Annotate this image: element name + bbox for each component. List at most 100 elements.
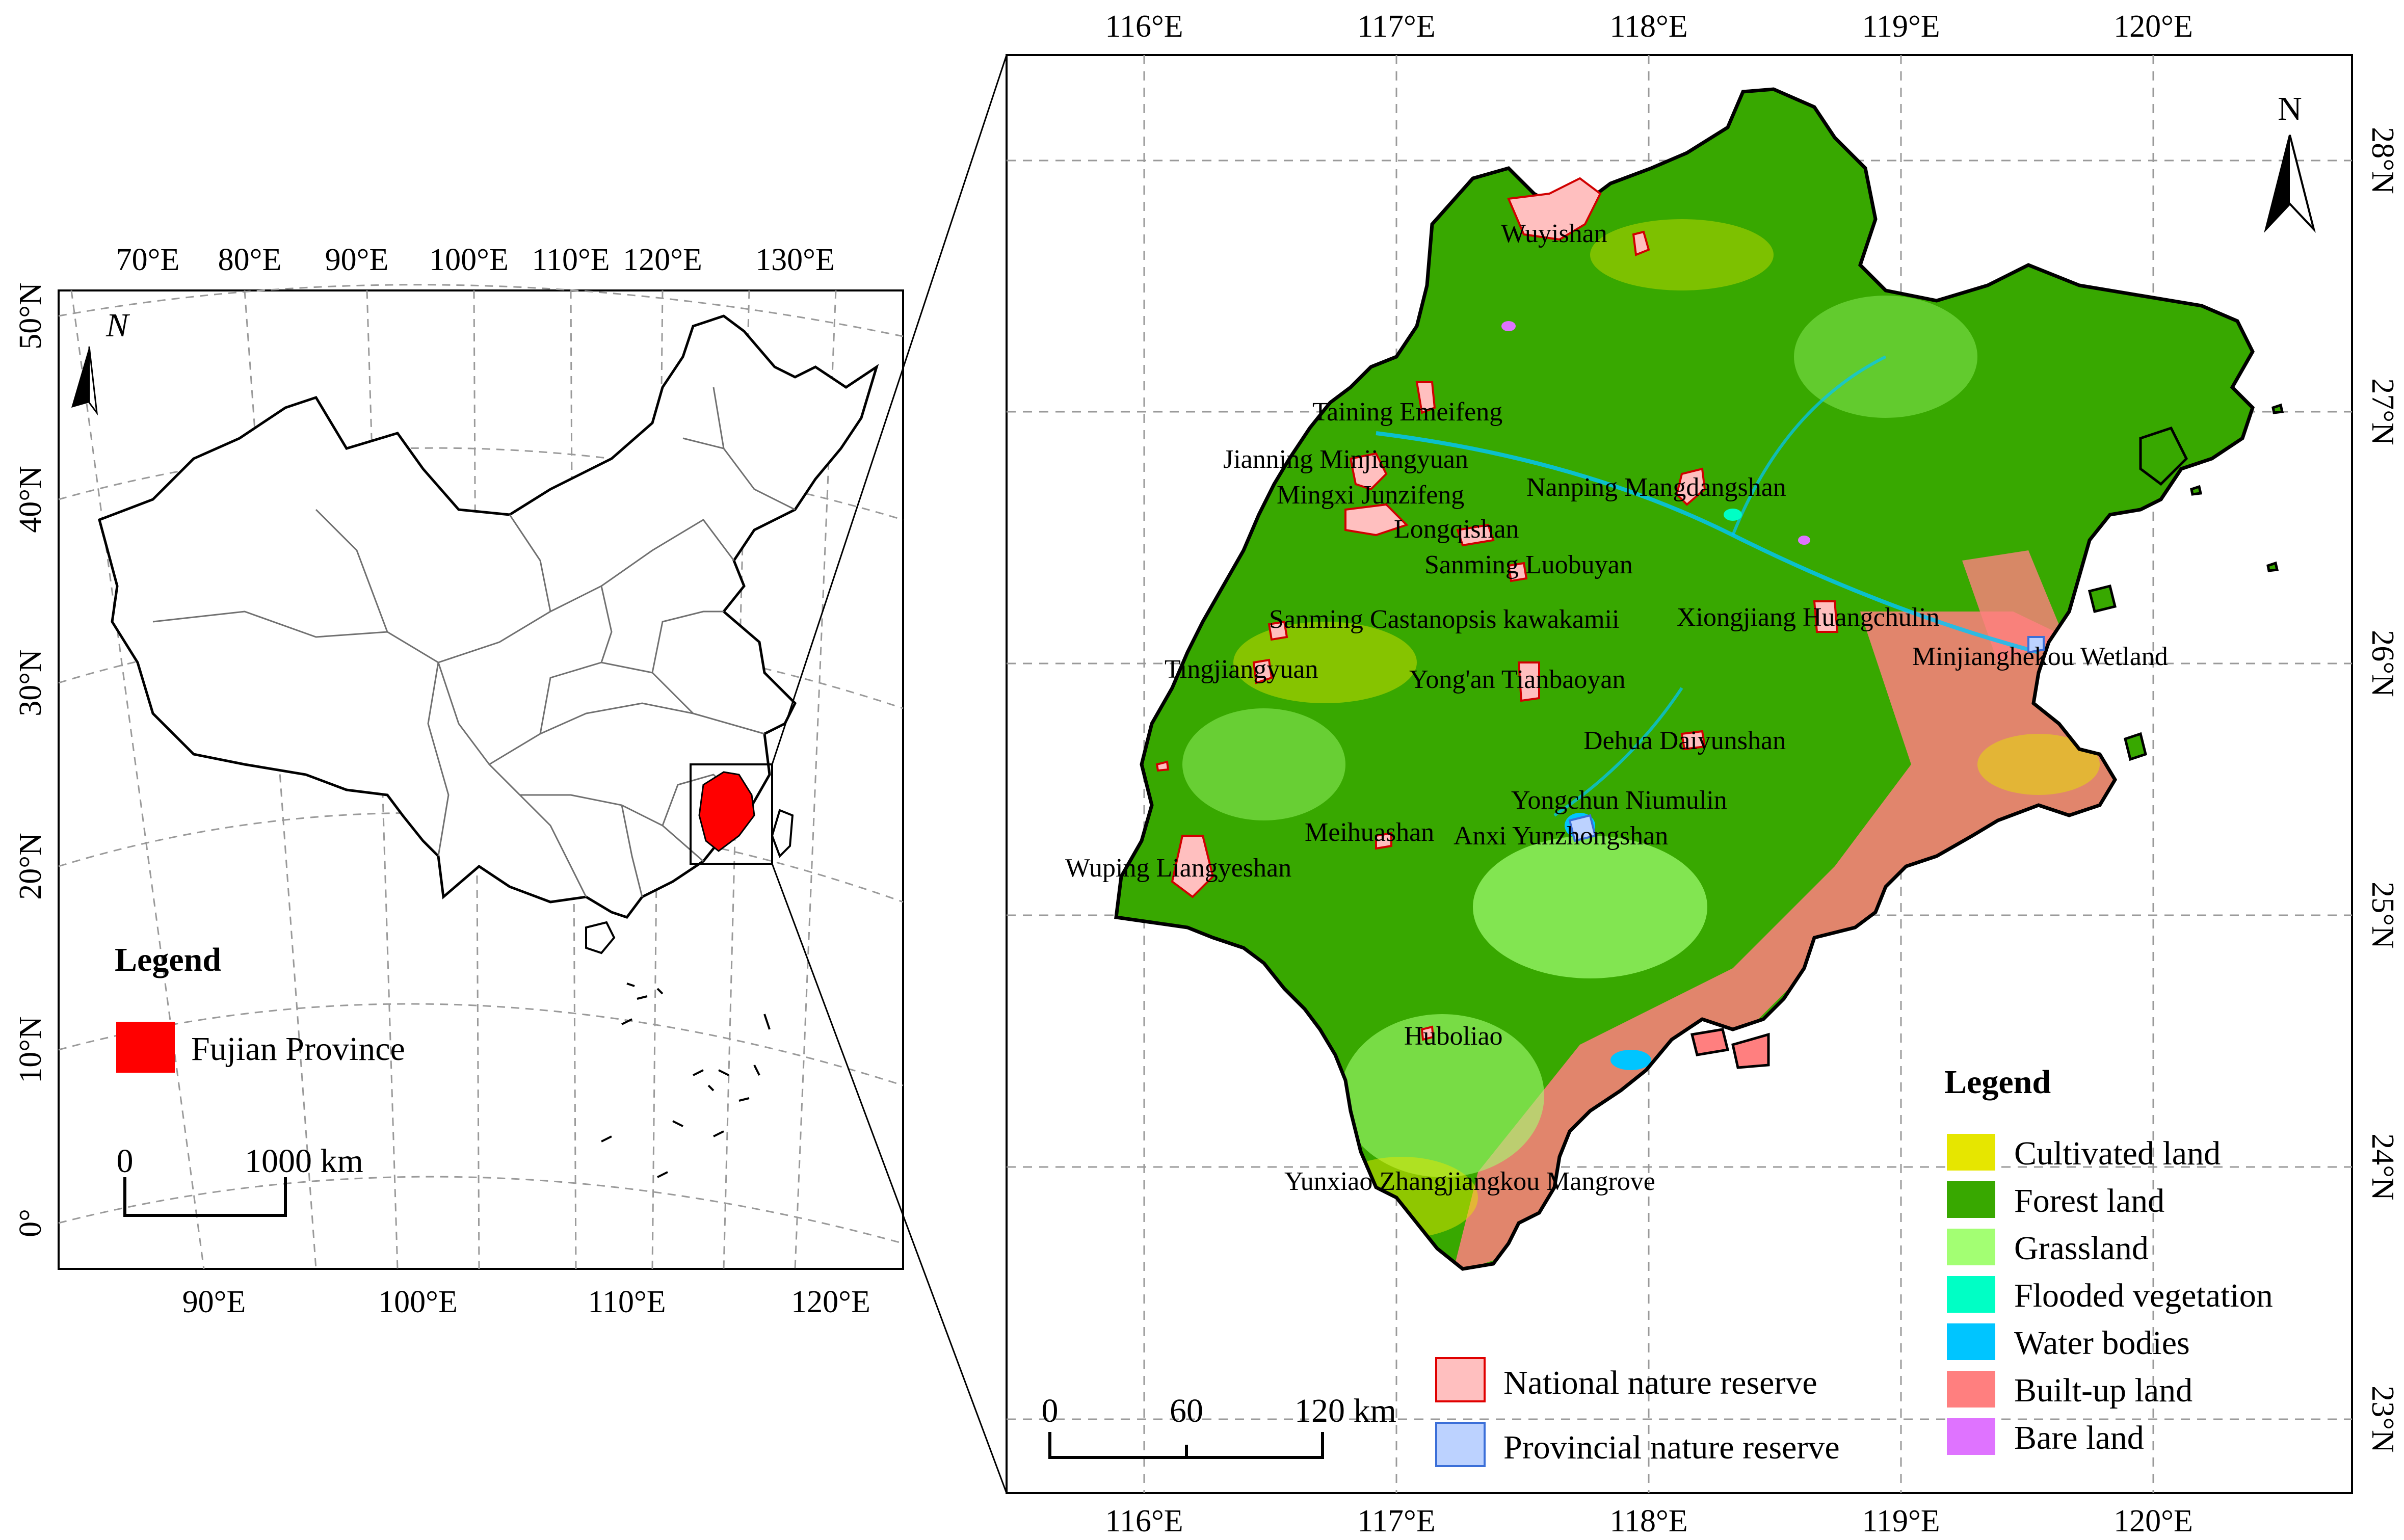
overview-bottom-tick: 110°E <box>588 1285 666 1319</box>
national-reserve-label: National nature reserve <box>1503 1364 1817 1401</box>
overview-left-tick: 10°N <box>13 1016 48 1083</box>
overview-left-tick: 0° <box>13 1209 48 1237</box>
label-taining-emeifeng: Taining Emeifeng <box>1312 397 1502 427</box>
detail-right-tick: 28°N <box>2365 127 2400 194</box>
label-tingjiangyuan: Tingjiangyuan <box>1165 655 1318 684</box>
detail-bottom-tick: 120°E <box>2114 1504 2193 1538</box>
detail-right-tick: 24°N <box>2365 1133 2400 1201</box>
overview-scale-zero: 0 <box>117 1143 134 1180</box>
land-use-legend-title: Legend <box>1944 1064 2051 1101</box>
land-use-swatch <box>1947 1371 1995 1408</box>
detail-scale-mid: 60 <box>1170 1392 1203 1429</box>
overview-north-label: N <box>105 307 130 344</box>
detail-top-tick: 117°E <box>1357 9 1435 44</box>
label-dehua-daiyunshan: Dehua Daiyunshan <box>1583 726 1786 755</box>
overview-bottom-tick: 120°E <box>791 1285 870 1319</box>
label-wuyishan: Wuyishan <box>1501 219 1607 248</box>
overview-left-tick: 30°N <box>13 649 48 716</box>
detail-north-label: N <box>2278 90 2302 127</box>
label-yongchun-niumulin: Yongchun Niumulin <box>1511 786 1727 815</box>
detail-bottom-tick: 118°E <box>1609 1504 1687 1538</box>
overview-scale-end: 1000 km <box>245 1143 363 1180</box>
taiwan-island <box>771 809 794 858</box>
label-meihuashan: Meihuashan <box>1305 818 1434 847</box>
label-sanming-luobuyan: Sanming Luobuyan <box>1424 550 1633 579</box>
fujian-province-highlight <box>698 771 755 852</box>
land-use-swatch <box>1947 1323 1995 1360</box>
overview-map: 70°E 80°E 90°E 100°E 110°E 120°E 130°E 90°E 100… <box>13 243 904 1319</box>
provincial-reserve-label: Provincial nature reserve <box>1503 1429 1840 1466</box>
fujian-extent-box <box>690 763 773 865</box>
label-mingxi-junzifeng: Mingxi Junzifeng <box>1277 481 1464 510</box>
land-use-swatch <box>1947 1229 1995 1265</box>
land-use-swatch <box>1947 1181 1995 1218</box>
overview-top-tick: 110°E <box>532 243 610 277</box>
land-use-label: Cultivated land <box>2014 1135 2221 1172</box>
national-reserve-swatch <box>1435 1357 1486 1402</box>
provincial-reserves <box>1568 636 2045 842</box>
detail-north-arrow: N <box>2264 90 2316 233</box>
label-sanming-castanopsis-kawakamii: Sanming Castanopsis kawakamii <box>1269 605 1619 634</box>
detail-right-tick: 27°N <box>2365 378 2400 445</box>
land-use-label: Flooded vegetation <box>2014 1277 2273 1314</box>
extent-connector-lines <box>771 55 1008 1494</box>
overview-left-tick: 50°N <box>13 282 48 350</box>
land-use-swatch <box>1947 1276 1995 1313</box>
detail-bottom-tick: 119°E <box>1862 1504 1940 1538</box>
overview-top-tick: 100°E <box>429 243 509 277</box>
detail-top-tick: 119°E <box>1862 9 1940 44</box>
overview-legend-title: Legend <box>115 941 221 978</box>
land-use-label: Forest land <box>2014 1182 2164 1219</box>
overview-left-tick: 20°N <box>13 833 48 900</box>
overview-top-tick: 70°E <box>116 243 180 277</box>
detail-map: Wuyishan Taining Emeifeng Jianning Minji… <box>1006 9 2400 1538</box>
hainan-island <box>585 921 616 954</box>
label-longqishan: Longqishan <box>1394 515 1519 544</box>
detail-scale-end: 120 km <box>1295 1392 1396 1429</box>
land-use-swatch <box>1947 1134 1995 1171</box>
label-wuping-liangyeshan: Wuping Liangyeshan <box>1065 854 1291 883</box>
overview-bottom-tick: 90°E <box>182 1285 246 1319</box>
detail-scale-zero: 0 <box>1042 1392 1059 1429</box>
label-minjianghekou-wetland: Minjianghekou Wetland <box>1912 642 2168 671</box>
national-reserves <box>1155 177 1839 1041</box>
detail-scale-bar: 0 60 120 km <box>1042 1392 1396 1459</box>
coastal-islands <box>1690 403 2284 1069</box>
south-china-sea-islands <box>601 983 771 1178</box>
reserve-legend: National nature reserve Provincial natur… <box>1435 1357 1840 1467</box>
detail-bottom-tick: 117°E <box>1357 1504 1435 1538</box>
label-anxi-yunzhongshan: Anxi Yunzhongshan <box>1454 821 1668 851</box>
land-use-legend: Legend Cultivated land Forest land Grassla… <box>1944 1064 2273 1456</box>
label-nanping-mangdangshan: Nanping Mangdangshan <box>1526 473 1786 502</box>
land-use-swatch <box>1947 1418 1995 1455</box>
detail-top-tick: 118°E <box>1609 9 1687 44</box>
reserve-labels: Wuyishan Taining Emeifeng Jianning Minji… <box>1065 219 2168 1196</box>
fujian-legend-swatch <box>116 1022 175 1073</box>
fujian-boundary <box>1114 87 2255 1271</box>
overview-scale-bar: 0 1000 km <box>117 1143 363 1217</box>
label-yongan-tianbaoyan: Yong'an Tianbaoyan <box>1409 665 1625 694</box>
label-xiongjiang-huangchulin: Xiongjiang Huangchulin <box>1677 603 1940 632</box>
detail-right-tick: 26°N <box>2365 630 2400 697</box>
overview-top-tick: 90°E <box>325 243 389 277</box>
land-use-label: Built-up land <box>2014 1372 2192 1409</box>
overview-north-arrow: N <box>71 307 130 416</box>
land-use-label: Grassland <box>2014 1230 2149 1267</box>
detail-top-tick: 116°E <box>1105 9 1183 44</box>
label-huboliao: Huboliao <box>1404 1022 1503 1051</box>
land-use-label: Bare land <box>2014 1419 2144 1456</box>
overview-bottom-tick: 100°E <box>378 1285 458 1319</box>
label-jianning-minjiangyuan: Jianning Minjiangyuan <box>1223 445 1468 474</box>
overview-top-tick: 120°E <box>623 243 702 277</box>
detail-right-tick: 25°N <box>2365 882 2400 949</box>
provincial-reserve-swatch <box>1435 1422 1486 1467</box>
label-yunxiao-zhangjiangkou-mangrove: Yunxiao Zhangjiangkou Mangrove <box>1284 1167 1655 1196</box>
fujian-legend-label: Fujian Province <box>191 1030 405 1068</box>
detail-top-tick: 120°E <box>2114 9 2193 44</box>
overview-top-tick: 80°E <box>218 243 282 277</box>
overview-top-tick: 130°E <box>755 243 835 277</box>
detail-bottom-tick: 116°E <box>1105 1504 1183 1538</box>
detail-right-tick: 23°N <box>2365 1386 2400 1453</box>
overview-left-tick: 40°N <box>13 466 48 533</box>
land-use-label: Water bodies <box>2014 1324 2190 1362</box>
